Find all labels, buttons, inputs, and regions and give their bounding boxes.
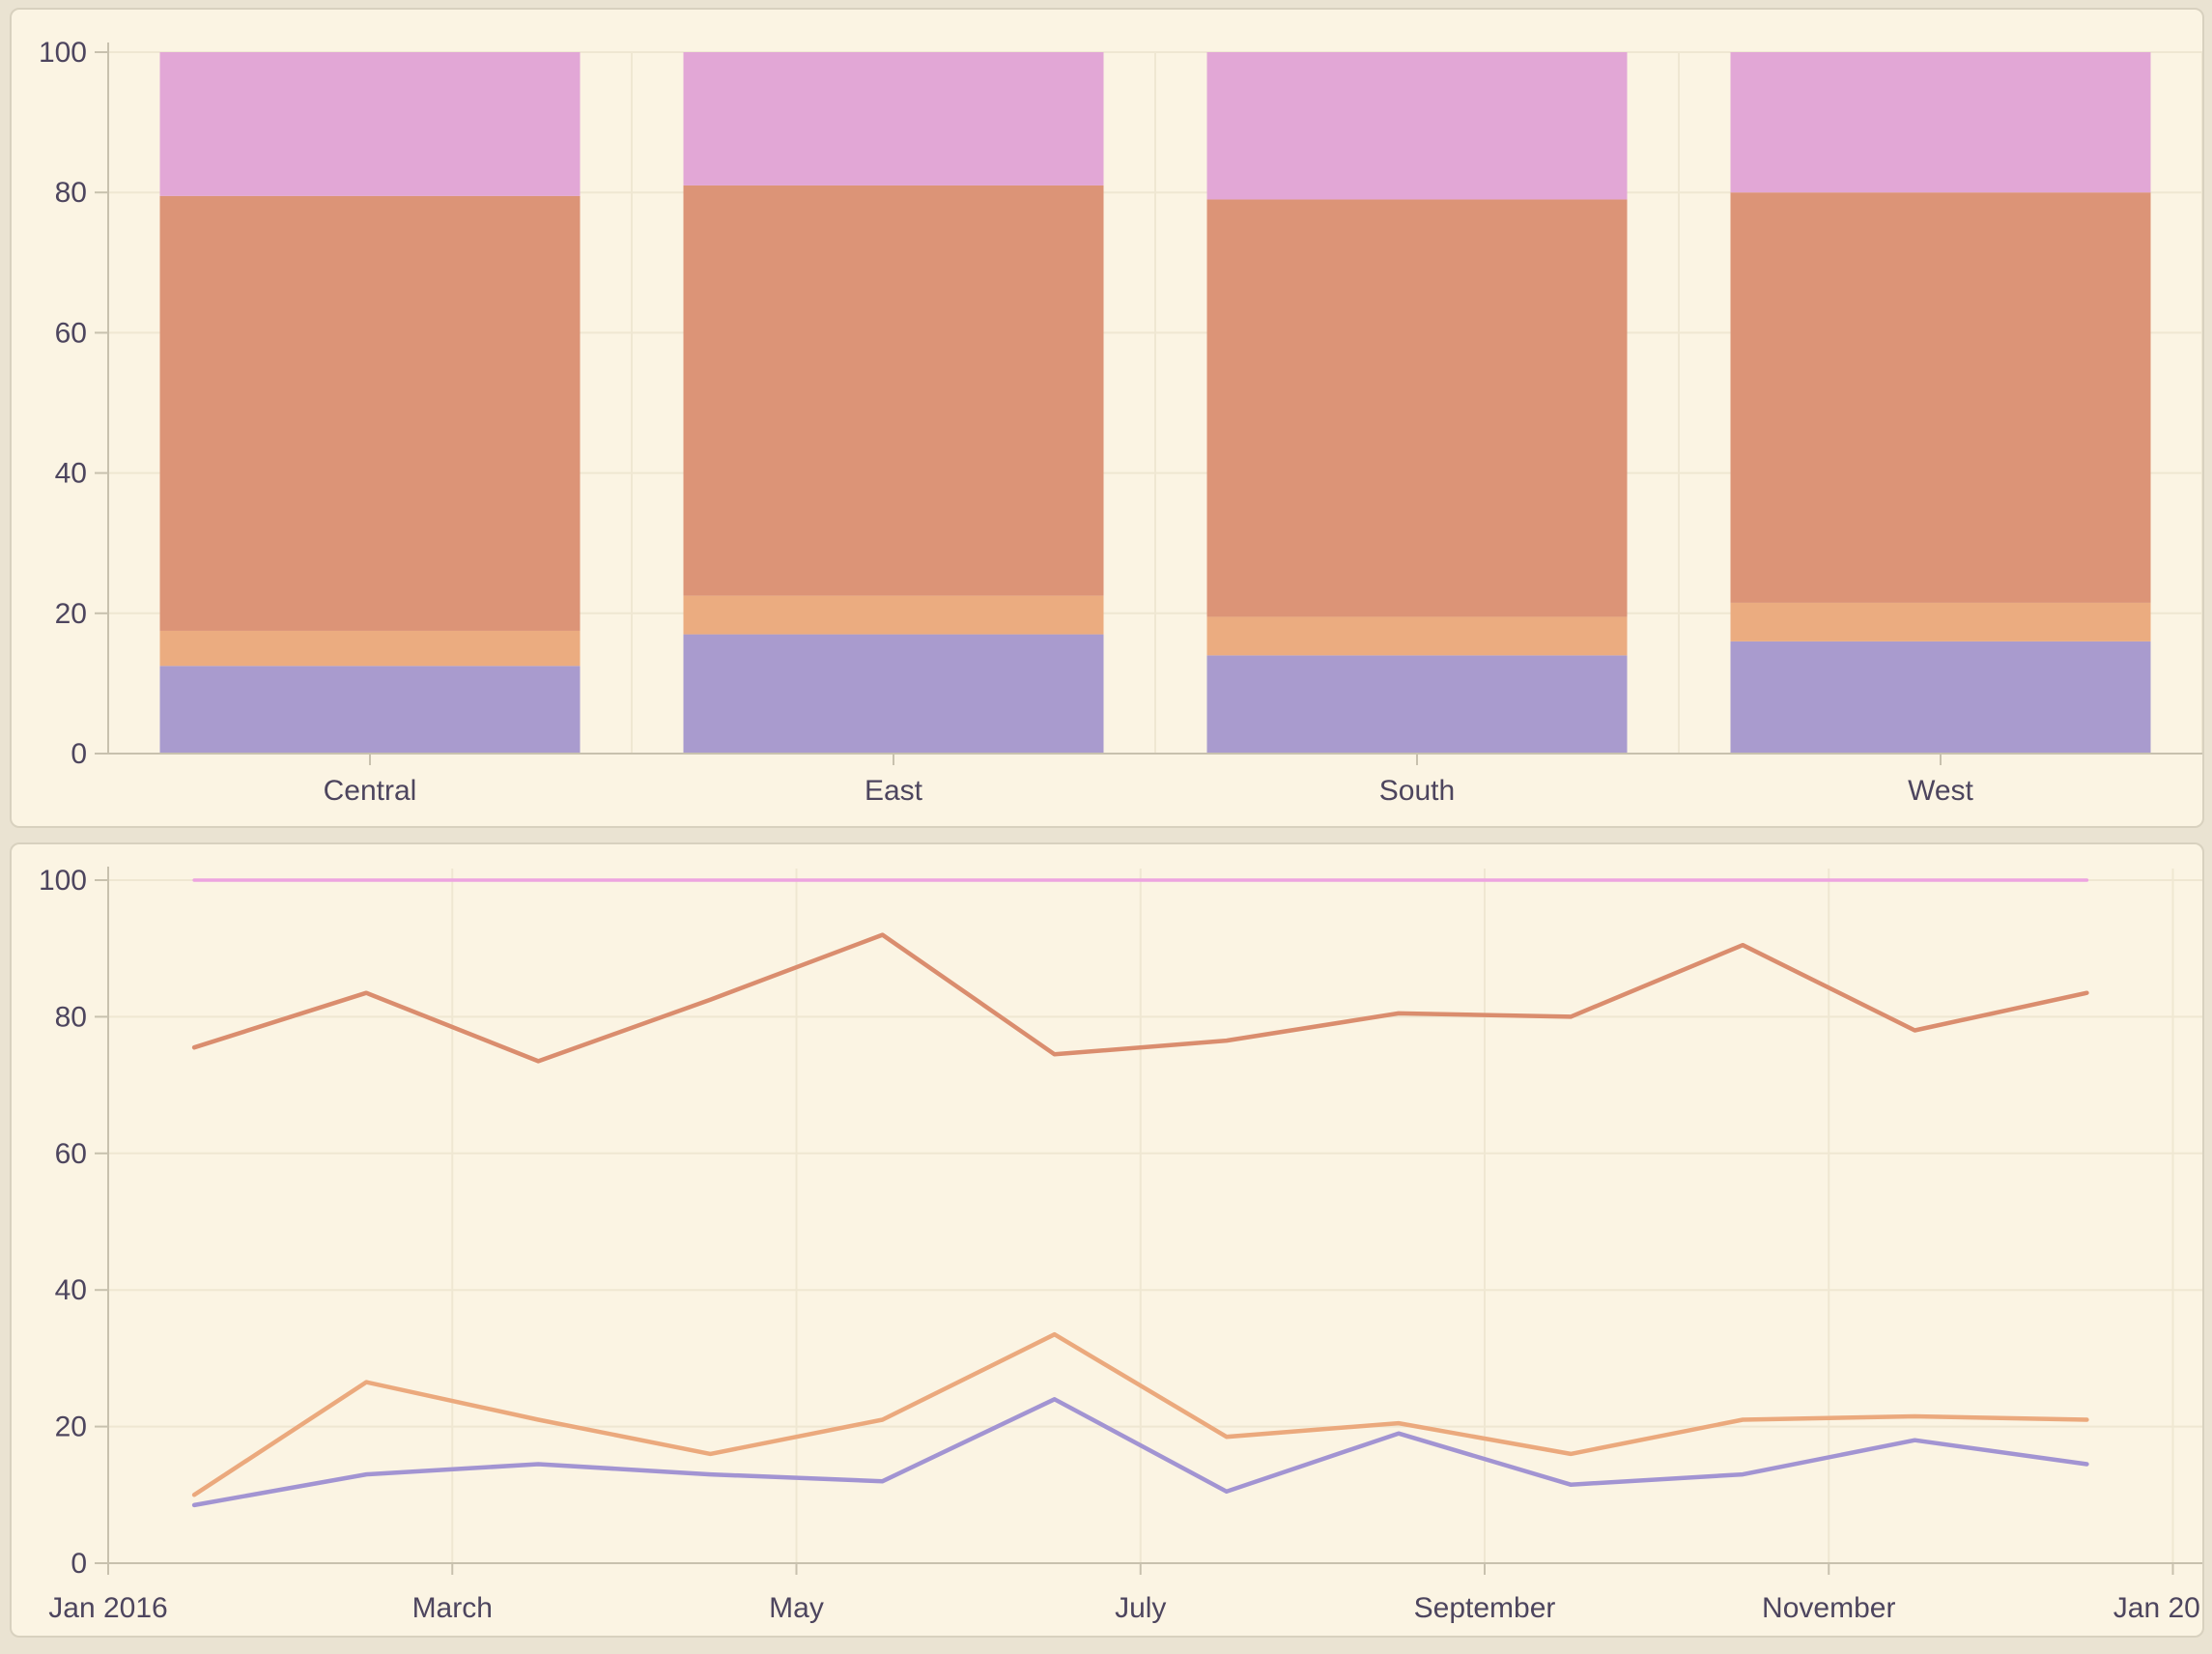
- bar-segment-pink-segment[interactable]: [1206, 52, 1628, 200]
- y-tick-label: 20: [55, 598, 87, 630]
- series-orange-line[interactable]: [191, 1331, 2089, 1497]
- series-salmon-line[interactable]: [191, 932, 2089, 1064]
- x-tick-label: November: [1762, 1592, 1895, 1624]
- y-tick-label: 100: [39, 37, 87, 69]
- bar-segment-orange-segment[interactable]: [1730, 602, 2151, 642]
- bar-segment-orange-segment[interactable]: [159, 630, 581, 667]
- bar-segment-orange-segment[interactable]: [683, 595, 1104, 635]
- stacked-bar-chart-panel: 0 20 40 60 80 100 Central East South West: [10, 8, 2204, 828]
- y-tick-label: 20: [55, 1412, 87, 1443]
- x-tick-label: Jan 2016: [48, 1592, 167, 1624]
- bar-segment-purple-segment[interactable]: [159, 666, 581, 754]
- x-tick-label: Central: [324, 775, 417, 807]
- y-tick-label: 60: [55, 317, 87, 349]
- y-tick-label: 40: [55, 1274, 87, 1306]
- y-tick-label: 0: [71, 738, 87, 770]
- y-tick-label: 80: [55, 177, 87, 209]
- y-tick-label: 0: [71, 1548, 87, 1580]
- x-tick-label: March: [412, 1592, 493, 1624]
- bar-segment-salmon-segment[interactable]: [683, 185, 1104, 596]
- y-tick-label: 60: [55, 1138, 87, 1170]
- y-tick-label: 100: [39, 865, 87, 897]
- bar-east: [683, 52, 1104, 754]
- bar-segment-orange-segment[interactable]: [1206, 616, 1628, 656]
- x-tick-label: South: [1379, 775, 1455, 807]
- x-tick-label: East: [865, 775, 923, 807]
- x-tick-label: May: [769, 1592, 824, 1624]
- x-tick-label: Jan 2017: [2113, 1592, 2202, 1624]
- stacked-bar-chart: 0 20 40 60 80 100 Central East South West: [39, 37, 2202, 807]
- y-tick-label: 80: [55, 1001, 87, 1033]
- bar-segment-pink-segment[interactable]: [1730, 52, 2151, 193]
- line-chart: 0 20 40 60 80 100 Jan 2016 March May July Septembe…: [39, 865, 2202, 1624]
- bar-segment-purple-segment[interactable]: [1206, 655, 1628, 754]
- series-purple-line[interactable]: [191, 1397, 2089, 1508]
- x-tick-label: West: [1908, 775, 1973, 807]
- bar-central: [159, 52, 581, 754]
- bar-west: [1730, 52, 2151, 754]
- x-tick-label: September: [1414, 1592, 1556, 1624]
- bar-segment-pink-segment[interactable]: [683, 52, 1104, 185]
- bar-segment-pink-segment[interactable]: [159, 52, 581, 196]
- line-chart-panel: 0 20 40 60 80 100 Jan 2016 March May July Septembe…: [10, 842, 2204, 1638]
- bar-segment-salmon-segment[interactable]: [1730, 192, 2151, 603]
- bar-segment-purple-segment[interactable]: [1730, 641, 2151, 754]
- bar-south: [1206, 52, 1628, 754]
- x-tick-label: July: [1115, 1592, 1166, 1624]
- bar-segment-salmon-segment[interactable]: [1206, 199, 1628, 617]
- y-tick-label: 40: [55, 458, 87, 490]
- bar-segment-salmon-segment[interactable]: [159, 195, 581, 631]
- bar-segment-purple-segment[interactable]: [683, 634, 1104, 754]
